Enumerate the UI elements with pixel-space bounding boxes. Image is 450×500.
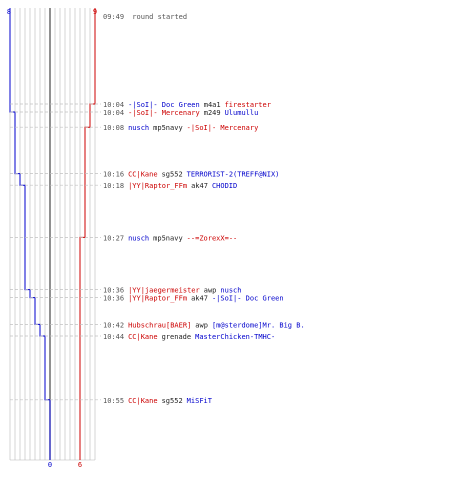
- blue-team-alive-line: [9, 8, 51, 460]
- timeline-grid: [9, 8, 96, 461]
- blue-end-count: 0: [48, 461, 52, 469]
- event-text: round started: [132, 13, 187, 21]
- kill-event: 10:55 CC|Kane sg552 MiSFiT: [103, 397, 213, 405]
- victim-name: nusch: [220, 287, 241, 295]
- kill-event: 10:04 -|SoI|- Doc Green m4a1 firestarter: [103, 101, 271, 109]
- killer-name: nusch: [128, 234, 149, 242]
- red-end-count: 6: [78, 461, 82, 469]
- weapon-name: sg552: [162, 397, 183, 405]
- team-alive-steps: [9, 8, 96, 460]
- kill-event: 10:18 |YY|Raptor_FFm ak47 CHODID: [103, 182, 237, 190]
- kill-event: 10:42 Hubschrau[BAER] awp [m@sterdome]Mr. B…: [103, 321, 305, 329]
- killer-name: -|SoI|- Doc Green: [128, 101, 200, 109]
- killer-name: CC|Kane: [128, 171, 158, 179]
- kill-event: 10:44 CC|Kane grenade MasterChicken-TMHC-: [103, 333, 275, 341]
- victim-name: -|SoI|- Mercenary: [187, 124, 259, 132]
- event-time: 10:36: [103, 287, 124, 295]
- victim-name: --=ZorexX=--: [187, 234, 238, 242]
- event-time: 10:18: [103, 182, 124, 190]
- weapon-name: ak47: [191, 182, 208, 190]
- weapon-name: m4a1: [204, 101, 221, 109]
- victim-name: MiSFiT: [187, 397, 213, 405]
- weapon-name: sg552: [162, 171, 183, 179]
- event-time: 10:27: [103, 234, 124, 242]
- red-team-alive-line: [79, 8, 96, 460]
- kill-event: 10:04 -|SoI|- Mercenary m249 Ulumullu: [103, 109, 258, 117]
- red-start-count: 9: [93, 8, 97, 16]
- victim-name: TERRORIST-2(TREFF@NIX): [187, 171, 280, 179]
- event-time: 10:04: [103, 109, 124, 117]
- kill-event: 10:08 nusch mp5navy -|SoI|- Mercenary: [103, 124, 258, 132]
- killer-name: CC|Kane: [128, 397, 158, 405]
- killer-name: CC|Kane: [128, 333, 158, 341]
- killer-name: |YY|Raptor_FFm: [128, 182, 187, 190]
- victim-name: firestarter: [225, 101, 271, 109]
- weapon-name: grenade: [162, 333, 192, 341]
- kill-event: 10:36 |YY|jaegermeister awp nusch: [103, 287, 241, 295]
- weapon-name: awp: [204, 287, 217, 295]
- weapon-name: awp: [195, 321, 208, 329]
- killer-name: nusch: [128, 124, 149, 132]
- killer-name: Hubschrau[BAER]: [128, 321, 191, 329]
- event-time: 10:42: [103, 321, 124, 329]
- kill-event: 10:16 CC|Kane sg552 TERRORIST-2(TREFF@NIX): [103, 171, 279, 179]
- killer-name: -|SoI|- Mercenary: [128, 109, 200, 117]
- weapon-name: ak47: [191, 295, 208, 303]
- blue-start-count: 8: [7, 8, 11, 16]
- event-connectors: [10, 103, 101, 401]
- victim-name: Ulumullu: [225, 109, 259, 117]
- killer-name: |YY|jaegermeister: [128, 287, 200, 295]
- event-log: 09:49 round started 10:04 -|SoI|- Doc Gre…: [103, 13, 305, 405]
- weapon-name: mp5navy: [153, 124, 183, 132]
- scoreboard: 8 9 0 6: [7, 8, 97, 469]
- event-time: 10:08: [103, 124, 124, 132]
- victim-name: [m@sterdome]Mr. Big B.: [212, 321, 305, 329]
- victim-name: CHODID: [212, 182, 237, 190]
- kill-event: 10:27 nusch mp5navy --=ZorexX=--: [103, 234, 237, 242]
- event-time: 10:44: [103, 333, 124, 341]
- round-start-event: 09:49 round started: [103, 13, 187, 21]
- weapon-name: mp5navy: [153, 234, 183, 242]
- victim-name: -|SoI|- Doc Green: [212, 295, 284, 303]
- kill-event: 10:36 |YY|Raptor_FFm ak47 -|SoI|- Doc Green: [103, 295, 284, 303]
- event-time: 10:55: [103, 397, 124, 405]
- victim-name: MasterChicken-TMHC-: [195, 333, 275, 341]
- event-time: 10:36: [103, 295, 124, 303]
- event-time: 09:49: [103, 13, 124, 21]
- event-time: 10:04: [103, 101, 124, 109]
- weapon-name: m249: [204, 109, 221, 117]
- event-time: 10:16: [103, 171, 124, 179]
- killer-name: |YY|Raptor_FFm: [128, 295, 187, 303]
